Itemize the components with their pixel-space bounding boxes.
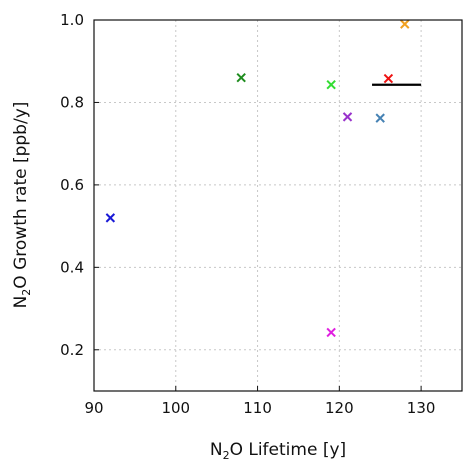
data-point-x-marker xyxy=(326,80,336,90)
x-axis-label: N2O Lifetime [y] xyxy=(210,440,346,462)
plot-frame xyxy=(93,19,463,392)
x-tick-label: 110 xyxy=(243,399,272,417)
data-point-x-marker xyxy=(400,19,410,29)
y-tick-label: 0.8 xyxy=(60,93,84,111)
axis-ticks: 90 100 110 120 130 0.2 0.4 0.6 0.8 1.0 xyxy=(60,11,435,417)
y-axis-label: N2O Growth rate [ppb/y] xyxy=(11,102,33,309)
y-tick-label: 0.6 xyxy=(60,176,84,194)
data-point-x-marker xyxy=(375,113,385,123)
x-tick-label: 100 xyxy=(161,399,190,417)
data-point-x-marker xyxy=(342,112,353,122)
y-tick-label: 0.2 xyxy=(60,341,84,359)
data-point-x-marker xyxy=(326,327,336,338)
data-point-x-marker xyxy=(383,73,394,84)
x-tick-label: 90 xyxy=(84,399,103,417)
x-tick-label: 120 xyxy=(325,399,354,417)
y-tick-label: 0.4 xyxy=(60,258,84,276)
x-tick-label: 130 xyxy=(407,399,436,417)
data-point-x-marker xyxy=(105,213,116,223)
y-tick-label: 1.0 xyxy=(60,11,84,29)
grid-lines xyxy=(93,19,462,391)
data-point-x-marker xyxy=(236,73,246,83)
data-points xyxy=(105,19,422,338)
